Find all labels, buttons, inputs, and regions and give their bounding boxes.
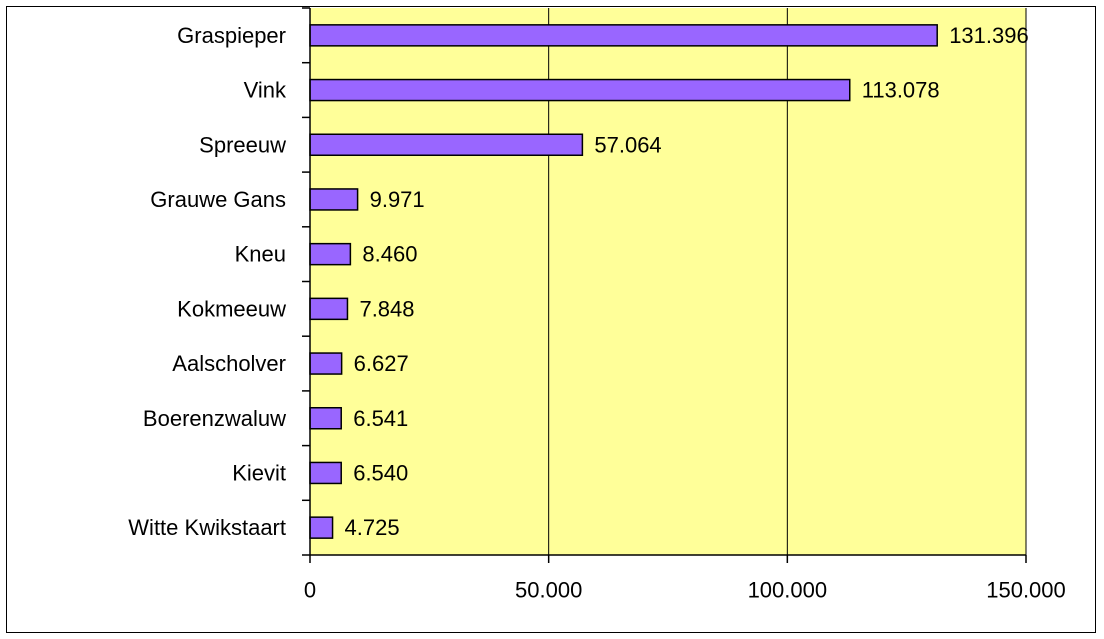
axes: [302, 7, 1027, 563]
category-label: Aalscholver: [172, 351, 286, 376]
data-label: 4.725: [345, 515, 400, 540]
bar-chart: Graspieper 131.396 Vink 113.078 Spreeuw 57.06…: [128, 7, 1066, 603]
data-label: 9.971: [370, 187, 425, 212]
x-tick-label: 50.000: [515, 578, 582, 603]
bar: [309, 188, 359, 211]
data-label: 7.848: [359, 296, 414, 321]
category-label: Kievit: [232, 460, 286, 485]
category-label: Kokmeeuw: [177, 296, 286, 321]
category-label: Boerenzwaluw: [143, 406, 286, 431]
category-label: Graspieper: [177, 23, 286, 48]
data-label: 8.460: [362, 242, 417, 267]
bar: [309, 133, 584, 156]
bar: [309, 242, 352, 266]
data-label: 6.541: [353, 406, 408, 431]
chart-frame: Graspieper 131.396 Vink 113.078 Spreeuw 57.06…: [6, 6, 1096, 633]
category-label: Vink: [244, 78, 287, 103]
bar: [309, 78, 851, 102]
labels: Graspieper 131.396 Vink 113.078 Spreeuw 57.06…: [128, 23, 1065, 603]
bar: [309, 516, 334, 539]
data-label: 6.540: [353, 460, 408, 485]
bar: [309, 407, 342, 430]
category-label: Kneu: [235, 242, 286, 267]
bar: [309, 352, 343, 375]
x-tick-label: 100.000: [748, 578, 828, 603]
bar: [309, 461, 342, 485]
bar: [309, 297, 349, 321]
bar: [309, 24, 938, 47]
category-label: Witte Kwikstaart: [128, 515, 286, 540]
x-tick-label: 150.000: [986, 578, 1066, 603]
data-label: 113.078: [862, 78, 940, 103]
data-label: 131.396: [949, 23, 1029, 48]
data-label: 57.064: [594, 132, 661, 157]
data-label: 6.627: [354, 351, 409, 376]
category-label: Spreeuw: [199, 132, 286, 157]
x-tick-label: 0: [304, 578, 316, 603]
category-label: Grauwe Gans: [150, 187, 286, 212]
